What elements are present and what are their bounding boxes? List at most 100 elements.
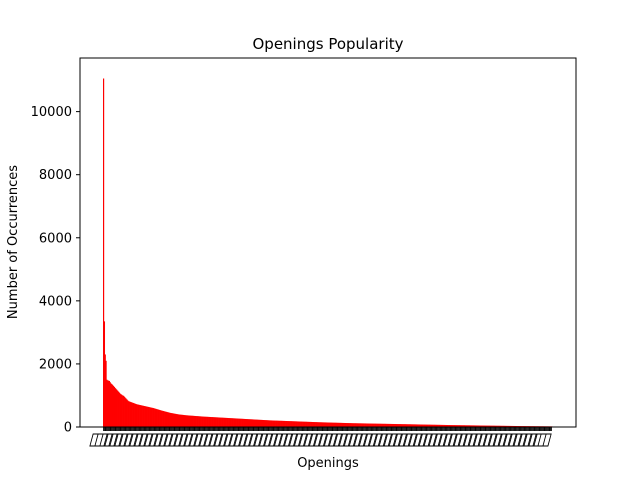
bar (316, 422, 318, 427)
bar (147, 406, 150, 427)
bar (415, 424, 417, 427)
bar (427, 424, 429, 427)
bar (230, 418, 232, 427)
bar (290, 421, 292, 427)
bar (380, 423, 382, 427)
bar (157, 409, 160, 427)
bar (511, 425, 513, 427)
bar (241, 418, 243, 427)
bar (336, 422, 338, 427)
bar (247, 419, 249, 427)
bar (507, 425, 509, 427)
bar (371, 423, 373, 427)
bar (261, 419, 263, 427)
bar (421, 424, 423, 427)
bar (117, 391, 120, 427)
bar (458, 425, 460, 427)
bar (329, 422, 331, 427)
bar (308, 421, 310, 427)
bar (291, 421, 293, 427)
bar (311, 421, 313, 427)
bar (141, 405, 143, 427)
bar (395, 424, 397, 427)
bar (188, 415, 190, 427)
bar (424, 424, 426, 427)
bar (509, 425, 511, 427)
bar (226, 417, 229, 427)
bar (401, 424, 403, 427)
bar (178, 414, 180, 427)
bar (486, 425, 488, 427)
bar (314, 422, 316, 427)
bar (383, 423, 385, 427)
bar (124, 397, 126, 427)
bar (362, 423, 364, 427)
bar (347, 423, 349, 427)
bar (180, 414, 182, 427)
bar (181, 414, 184, 427)
bar (423, 424, 426, 427)
bar (407, 424, 409, 427)
bar (507, 425, 510, 427)
bar (491, 425, 493, 427)
bar (376, 423, 378, 427)
bar (438, 424, 441, 427)
bar (155, 408, 157, 427)
bar (163, 411, 165, 427)
bar (142, 405, 145, 427)
bar (487, 425, 489, 427)
bar (172, 413, 175, 427)
bar (259, 419, 261, 427)
bar (255, 419, 257, 427)
bar (199, 416, 201, 427)
bar (162, 411, 165, 427)
bar (472, 425, 474, 427)
bar (388, 423, 390, 427)
bar (243, 418, 245, 427)
bar (315, 422, 318, 427)
bar (249, 419, 251, 427)
bar (443, 424, 446, 427)
bar (204, 416, 206, 427)
bar (228, 418, 230, 427)
bar (280, 420, 282, 427)
bar (348, 423, 350, 427)
bar (349, 423, 352, 427)
bar (418, 424, 420, 427)
bar (310, 421, 313, 427)
bar (245, 419, 247, 427)
bar (447, 425, 449, 427)
bar (286, 421, 288, 427)
bar (301, 421, 303, 427)
bar (513, 425, 515, 427)
bar (416, 424, 418, 427)
bar (214, 417, 216, 427)
bar (292, 421, 294, 427)
bar (433, 424, 436, 427)
bar (339, 422, 342, 427)
bar (478, 425, 480, 427)
bar (510, 425, 512, 427)
x-tick-group (89, 427, 552, 447)
bar (431, 424, 433, 427)
bar (274, 420, 276, 427)
bar (137, 404, 140, 427)
bar (354, 423, 356, 427)
bar (236, 418, 238, 427)
bar (409, 424, 411, 427)
bar (186, 415, 189, 427)
bar (300, 421, 303, 427)
bar (300, 421, 302, 427)
bar (463, 425, 466, 427)
bar (355, 423, 357, 427)
bar (159, 410, 161, 427)
bar (110, 383, 112, 427)
bar (438, 424, 440, 427)
bar (270, 420, 273, 427)
bar (399, 424, 401, 427)
y-tick-label: 0 (64, 421, 72, 436)
bar (350, 423, 352, 427)
bar (430, 424, 432, 427)
bar (107, 380, 109, 427)
